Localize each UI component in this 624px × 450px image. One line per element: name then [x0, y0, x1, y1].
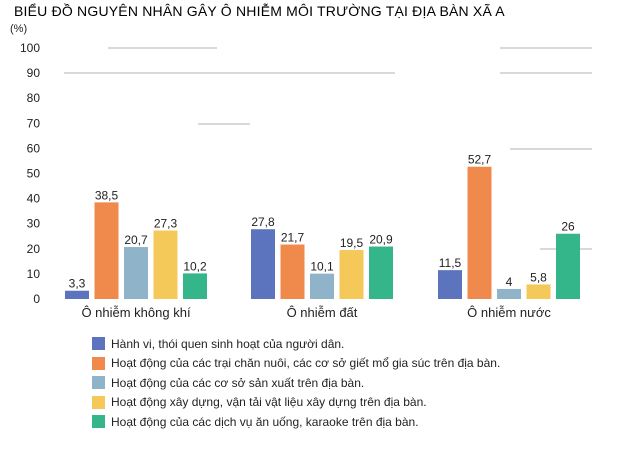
legend: Hành vi, thói quen sinh hoạt của người d… [92, 334, 500, 432]
data-label: 11,5 [439, 256, 462, 270]
y-axis-unit: (%) [10, 23, 27, 35]
bars [65, 166, 580, 299]
bar [183, 273, 207, 299]
legend-label: Hoạt động xây dựng, vận tải vật liệu xây… [111, 395, 427, 410]
legend-swatch [92, 395, 105, 409]
data-label: 21,7 [281, 231, 305, 245]
legend-label: Hoạt động của các trại chăn nuôi, các cơ… [111, 356, 501, 371]
y-tick-label: 80 [27, 91, 41, 105]
bar [94, 202, 119, 299]
y-tick-label: 100 [20, 41, 40, 55]
bar [251, 229, 275, 299]
bar [280, 244, 305, 299]
data-label: 52,7 [468, 153, 492, 167]
legend-swatch [92, 337, 105, 351]
y-tick-label: 20 [27, 242, 41, 256]
y-tick-label: 50 [27, 167, 41, 181]
legend-item: Hoạt động của các dịch vụ ăn uống, karao… [92, 412, 500, 432]
legend-label: Hoạt động của các dịch vụ ăn uống, karao… [111, 414, 419, 429]
data-label: 10,2 [183, 259, 207, 273]
data-label: 20,7 [124, 233, 148, 247]
bar [467, 166, 492, 299]
legend-swatch [92, 376, 105, 390]
data-label: 27,3 [154, 216, 178, 230]
bar [526, 284, 551, 299]
y-tick-label: 60 [27, 141, 41, 155]
legend-swatch [92, 415, 105, 429]
y-tick-label: 90 [27, 66, 41, 80]
bar [310, 273, 334, 299]
data-label: 27,8 [251, 215, 275, 229]
bar [497, 288, 521, 299]
category-label: Ô nhiễm nước [467, 305, 551, 320]
bar [339, 250, 364, 299]
y-tick-label: 70 [27, 116, 41, 130]
y-tick-label: 10 [27, 267, 41, 281]
bar [153, 230, 178, 299]
legend-item: Hoạt động của các cơ sở sản xuất trên đị… [92, 373, 500, 393]
category-label: Ô nhiễm không khí [81, 305, 191, 320]
legend-label: Hoạt động của các cơ sở sản xuất trên đị… [111, 375, 365, 390]
legend-label: Hành vi, thói quen sinh hoạt của người d… [111, 336, 345, 351]
bar [556, 233, 580, 299]
data-label: 3,3 [69, 277, 86, 291]
data-label: 38,5 [95, 188, 119, 202]
bar [124, 247, 148, 299]
category-label: Ô nhiễm đất [287, 305, 358, 320]
data-label: 10,1 [310, 260, 334, 274]
chart-title: BIỂU ĐỒ NGUYÊN NHÂN GÂY Ô NHIỄM MÔI TRƯỜ… [14, 2, 505, 19]
bar [65, 290, 89, 299]
legend-item: Hoạt động xây dựng, vận tải vật liệu xây… [92, 393, 500, 413]
decor-lines [64, 47, 592, 250]
data-label: 20,9 [369, 233, 393, 247]
data-label: 5,8 [530, 270, 547, 284]
y-tick-label: 30 [27, 217, 41, 231]
data-label: 26 [561, 220, 575, 234]
y-axis-ticks: 0 10 20 30 40 50 60 70 80 90 100 [20, 41, 40, 306]
category-labels: Ô nhiễm không khí Ô nhiễm đất Ô nhiễm nước [81, 305, 551, 320]
legend-item: Hành vi, thói quen sinh hoạt của người d… [92, 334, 500, 354]
legend-item: Hoạt động của các trại chăn nuôi, các cơ… [92, 354, 500, 374]
bar [369, 246, 393, 299]
y-tick-label: 0 [33, 292, 40, 306]
data-label: 19,5 [340, 236, 364, 250]
bar [438, 270, 462, 299]
data-label: 4 [506, 275, 513, 289]
legend-swatch [92, 356, 105, 370]
y-tick-label: 40 [27, 192, 41, 206]
data-labels: 3,3 27,8 11,5 38,5 21,7 52,7 20,7 10,1 4 27,3 19,5… [69, 153, 575, 291]
